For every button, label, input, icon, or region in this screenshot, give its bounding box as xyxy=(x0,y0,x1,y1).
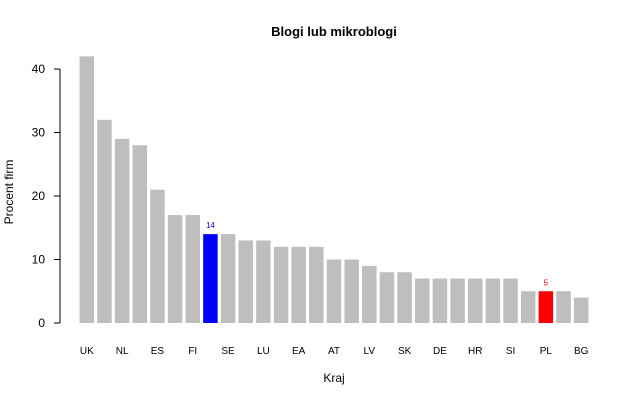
bar xyxy=(520,291,536,323)
bars xyxy=(79,56,589,323)
x-tick-label: NL xyxy=(116,346,129,357)
bar-value-label: 5 xyxy=(544,278,549,287)
bar xyxy=(468,278,483,323)
bar xyxy=(432,278,448,323)
bar xyxy=(344,259,359,323)
bar xyxy=(362,265,377,323)
y-tick-label: 10 xyxy=(32,253,46,267)
bar xyxy=(150,189,165,323)
bar xyxy=(97,119,112,323)
bar xyxy=(220,234,236,323)
x-tick-label: LV xyxy=(364,346,376,357)
chart-title: Blogi lub mikroblogi xyxy=(271,24,397,39)
y-tick-label: 0 xyxy=(38,316,45,330)
x-tick-label: DE xyxy=(433,346,447,357)
bar xyxy=(185,215,200,323)
bar xyxy=(132,145,148,323)
bar xyxy=(415,278,430,323)
bar xyxy=(397,272,412,323)
bar xyxy=(167,215,183,323)
bar xyxy=(238,240,253,323)
bar xyxy=(203,234,218,323)
y-axis-label: Procent firm xyxy=(2,160,16,225)
bar xyxy=(379,272,395,323)
x-axis-label: Kraj xyxy=(323,371,344,385)
x-tick-label: UK xyxy=(80,346,94,357)
y-tick-label: 30 xyxy=(32,126,46,140)
data-labels: 14 5 xyxy=(206,221,549,287)
x-tick-labels: UK NL ES FI SE LU EA AT LV SK DE HR SI PL BG xyxy=(80,346,589,357)
bar xyxy=(291,246,306,323)
bar xyxy=(485,278,501,323)
x-tick-label: PL xyxy=(540,346,553,357)
x-tick-label: AT xyxy=(328,346,340,357)
x-tick-label: HR xyxy=(468,346,482,357)
x-tick-label: FI xyxy=(188,346,197,357)
bar xyxy=(326,259,342,323)
y-tick-label: 40 xyxy=(32,62,46,76)
y-tick-label: 20 xyxy=(32,189,46,203)
x-tick-label: LU xyxy=(257,346,270,357)
x-tick-label: ES xyxy=(151,346,165,357)
x-tick-label: BG xyxy=(574,346,589,357)
x-tick-label: EA xyxy=(292,346,306,357)
bar xyxy=(503,278,518,323)
x-tick-label: SI xyxy=(506,346,515,357)
x-tick-label: SE xyxy=(221,346,235,357)
bar xyxy=(573,297,589,323)
bar xyxy=(309,246,324,323)
bar xyxy=(79,56,95,323)
bar xyxy=(450,278,465,323)
bar xyxy=(114,138,130,323)
y-axis: 0 10 20 30 40 xyxy=(32,62,61,330)
bar xyxy=(538,291,554,323)
bar-value-label: 14 xyxy=(206,221,215,230)
x-tick-label: SK xyxy=(398,346,412,357)
bar xyxy=(556,291,571,323)
bar xyxy=(273,246,289,323)
bar xyxy=(256,240,271,323)
